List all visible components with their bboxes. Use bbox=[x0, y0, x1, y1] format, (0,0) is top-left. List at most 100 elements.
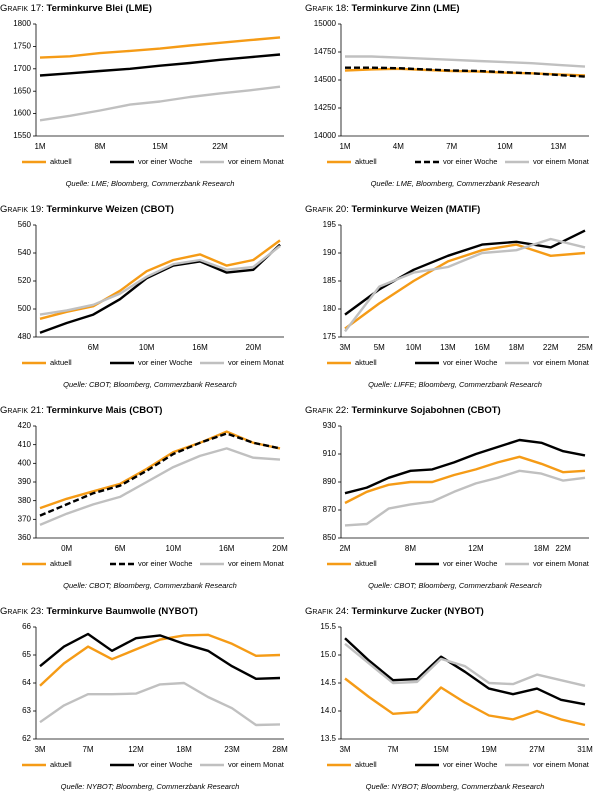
chart-source: Quelle: CBOT; Bloomberg, Commerzbank Res… bbox=[63, 581, 237, 590]
x-tick-label: 5M bbox=[374, 343, 385, 352]
legend-label: vor einem Monat bbox=[533, 358, 590, 367]
x-tick-label: 7M bbox=[82, 745, 93, 754]
chart-title: Grafik 19: Terminkurve Weizen (CBOT) bbox=[0, 204, 174, 215]
chart-source: Quelle: NYBOT; Bloomberg, Commerzbank Re… bbox=[366, 782, 545, 791]
chart-label: Grafik 23: bbox=[0, 606, 44, 617]
chart-title-text: Terminkurve Zucker (NYBOT) bbox=[352, 606, 484, 617]
chart: Grafik 17: Terminkurve Blei (LME) 1550 160… bbox=[0, 3, 285, 188]
legend-label: aktuell bbox=[50, 760, 72, 769]
y-tick-label: 520 bbox=[18, 276, 32, 285]
x-tick-label: 1M bbox=[339, 142, 350, 151]
series-line bbox=[39, 36, 281, 59]
x-tick-label: 19M bbox=[481, 745, 497, 754]
x-tick-label: 18M bbox=[176, 745, 192, 754]
series-line bbox=[345, 55, 586, 68]
chart-label: Grafik 18: bbox=[305, 3, 349, 14]
x-tick-label: 12M bbox=[468, 544, 484, 553]
x-tick-label: 16M bbox=[192, 343, 208, 352]
series-line bbox=[39, 430, 281, 510]
y-tick-label: 360 bbox=[18, 533, 32, 542]
legend-label: vor einem Monat bbox=[533, 559, 590, 568]
y-tick-label: 13.5 bbox=[320, 734, 336, 743]
chart-label: Grafik 19: bbox=[0, 204, 44, 215]
y-tick-label: 14.5 bbox=[320, 678, 336, 687]
y-tick-label: 15.0 bbox=[320, 650, 336, 659]
legend-label: vor einem Monat bbox=[228, 760, 285, 769]
y-tick-label: 390 bbox=[18, 477, 32, 486]
series-line bbox=[39, 239, 281, 320]
y-tick-label: 66 bbox=[22, 622, 31, 631]
chart-source: Quelle: LIFFE; Bloomberg, Commerzbank Re… bbox=[368, 380, 542, 389]
legend-label: vor einer Woche bbox=[443, 358, 497, 367]
x-tick-label: 8M bbox=[405, 544, 416, 553]
y-tick-label: 930 bbox=[323, 421, 337, 430]
chart-title-text: Terminkurve Blei (LME) bbox=[47, 3, 152, 14]
x-tick-label: 3M bbox=[34, 745, 45, 754]
y-tick-label: 420 bbox=[18, 421, 32, 430]
x-tick-label: 4M bbox=[393, 142, 404, 151]
x-tick-label: 10M bbox=[406, 343, 422, 352]
y-tick-label: 15000 bbox=[314, 19, 337, 28]
chart-title-text: Terminkurve Baumwolle (NYBOT) bbox=[47, 606, 198, 617]
y-tick-label: 870 bbox=[323, 505, 337, 514]
legend-label: aktuell bbox=[355, 559, 377, 568]
x-tick-label: 28M bbox=[272, 745, 288, 754]
x-tick-label: 20M bbox=[272, 544, 288, 553]
chart-source: Quelle: CBOT; Bloomberg, Commerzbank Res… bbox=[63, 380, 237, 389]
chart: Grafik 23: Terminkurve Baumwolle (NYBOT)… bbox=[0, 606, 288, 791]
x-tick-label: 18M bbox=[509, 343, 525, 352]
y-tick-label: 175 bbox=[323, 332, 337, 341]
chart-source: Quelle: LME; Bloomberg, Commerzbank Rese… bbox=[66, 179, 235, 188]
series-line bbox=[345, 66, 586, 78]
legend-label: vor einem Monat bbox=[228, 358, 285, 367]
x-tick-label: 27M bbox=[529, 745, 545, 754]
legend-label: aktuell bbox=[50, 559, 72, 568]
series-line bbox=[39, 85, 281, 122]
chart-title: Grafik 18: Terminkurve Zinn (LME) bbox=[305, 3, 460, 14]
x-tick-label: 8M bbox=[94, 142, 105, 151]
x-tick-label: 20M bbox=[246, 343, 262, 352]
legend-label: vor einer Woche bbox=[138, 157, 192, 166]
x-tick-label: 7M bbox=[446, 142, 457, 151]
series-line bbox=[344, 637, 586, 706]
series-line bbox=[39, 243, 281, 334]
x-tick-label: 1M bbox=[34, 142, 45, 151]
x-tick-label: 6M bbox=[114, 544, 125, 553]
chart-title: Grafik 22: Terminkurve Sojabohnen (CBOT) bbox=[305, 405, 501, 416]
series-line bbox=[39, 245, 281, 316]
chart: Grafik 20: Terminkurve Weizen (MATIF) 175… bbox=[305, 204, 593, 389]
y-tick-label: 910 bbox=[323, 449, 337, 458]
series-line bbox=[39, 633, 281, 687]
series-line bbox=[344, 237, 586, 333]
y-tick-label: 850 bbox=[323, 533, 337, 542]
chart-title-text: Terminkurve Mais (CBOT) bbox=[47, 405, 163, 416]
legend-label: vor einer Woche bbox=[443, 157, 497, 166]
y-tick-label: 480 bbox=[18, 332, 32, 341]
x-tick-label: 16M bbox=[474, 343, 490, 352]
chart-label: Grafik 21: bbox=[0, 405, 44, 416]
x-tick-label: 25M bbox=[577, 343, 593, 352]
y-tick-label: 1650 bbox=[13, 86, 31, 95]
legend-label: vor einem Monat bbox=[533, 760, 590, 769]
y-tick-label: 63 bbox=[22, 706, 31, 715]
x-tick-label: 22M bbox=[555, 544, 571, 553]
y-tick-label: 14.0 bbox=[320, 706, 336, 715]
chart: Grafik 22: Terminkurve Sojabohnen (CBOT)… bbox=[305, 405, 590, 590]
chart-label: Grafik 22: bbox=[305, 405, 349, 416]
chart-title: Grafik 24: Terminkurve Zucker (NYBOT) bbox=[305, 606, 484, 617]
x-tick-label: 10M bbox=[497, 142, 513, 151]
y-tick-label: 180 bbox=[323, 304, 337, 313]
y-tick-label: 540 bbox=[18, 248, 32, 257]
x-tick-label: 12M bbox=[128, 745, 144, 754]
y-tick-label: 14750 bbox=[314, 47, 337, 56]
x-tick-label: 0M bbox=[61, 544, 72, 553]
y-tick-label: 370 bbox=[18, 514, 32, 523]
legend-label: vor einem Monat bbox=[228, 559, 285, 568]
series-line bbox=[39, 53, 281, 77]
y-tick-label: 500 bbox=[18, 304, 32, 313]
x-tick-label: 2M bbox=[339, 544, 350, 553]
chart: Grafik 18: Terminkurve Zinn (LME) 14000 14… bbox=[305, 3, 590, 188]
legend-label: vor einer Woche bbox=[138, 559, 192, 568]
y-tick-label: 1550 bbox=[13, 131, 31, 140]
series-line bbox=[344, 229, 586, 316]
